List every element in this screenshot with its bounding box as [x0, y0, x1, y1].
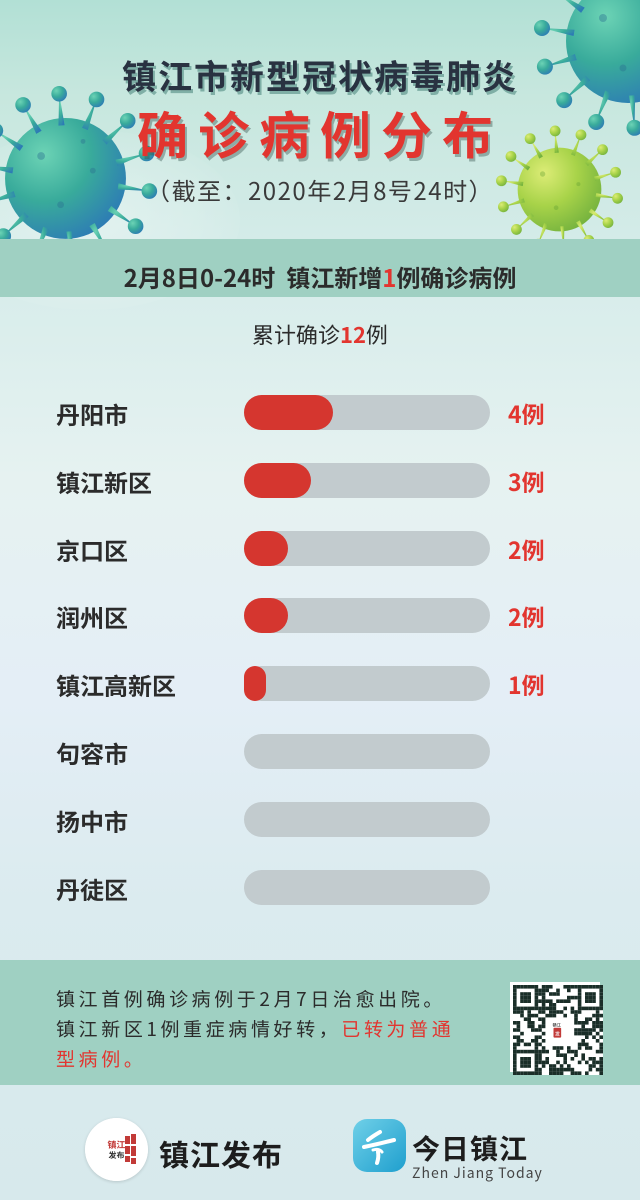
- svg-text:发: 发: [555, 1030, 560, 1037]
- svg-text:镇江: 镇江: [552, 1022, 561, 1028]
- svg-text:发布: 发布: [109, 1150, 125, 1161]
